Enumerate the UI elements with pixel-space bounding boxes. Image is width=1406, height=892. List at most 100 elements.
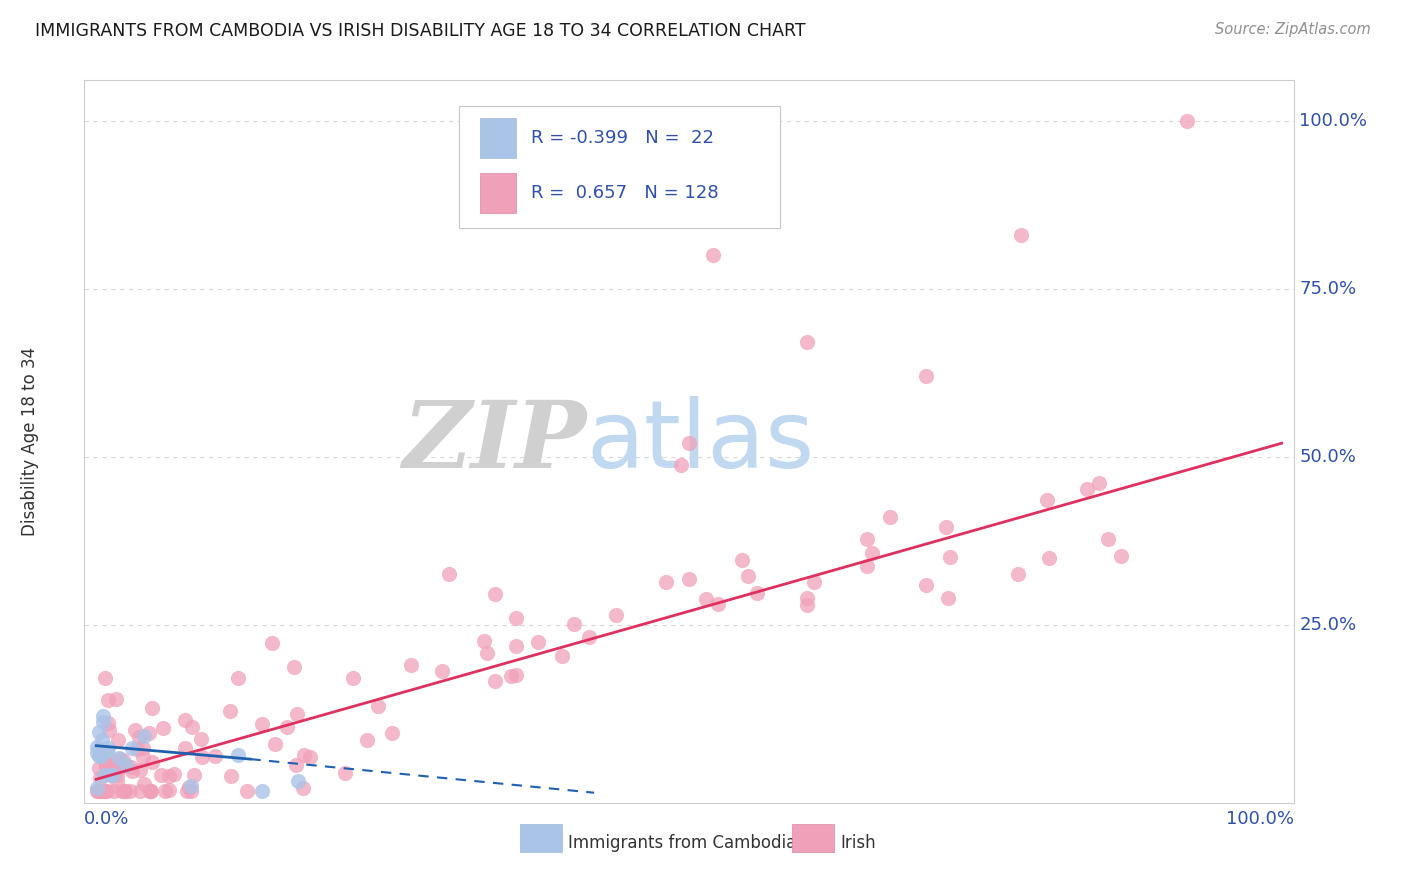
Point [139, 784, 162, 798]
Point [121, 764, 143, 778]
Point [96, 784, 118, 798]
Point [97, 716, 120, 731]
Point [367, 698, 389, 713]
Point [176, 784, 198, 798]
Text: Irish: Irish [841, 833, 876, 852]
Point [499, 668, 522, 682]
Point [399, 657, 422, 672]
Point [505, 611, 527, 625]
Point [87, 761, 110, 775]
Point [138, 726, 160, 740]
Point [97, 762, 120, 776]
Point [179, 780, 201, 794]
Point [218, 705, 240, 719]
Point [855, 532, 877, 546]
Point [91, 708, 114, 723]
Point [125, 742, 148, 756]
Point [107, 763, 129, 777]
Point [605, 608, 627, 623]
Point [86, 739, 108, 754]
FancyBboxPatch shape [520, 824, 562, 852]
Point [131, 740, 153, 755]
Point [292, 748, 315, 763]
Point [114, 784, 136, 798]
Point [108, 752, 131, 766]
Point [163, 767, 186, 781]
Point [204, 749, 226, 764]
Point [333, 765, 356, 780]
Point [1076, 482, 1098, 496]
Point [796, 599, 818, 613]
Point [87, 784, 110, 798]
Text: Source: ZipAtlas.com: Source: ZipAtlas.com [1215, 22, 1371, 37]
Text: 0.0%: 0.0% [84, 810, 129, 828]
Point [796, 335, 818, 350]
Point [562, 617, 585, 632]
Point [236, 784, 259, 798]
Point [157, 769, 180, 783]
FancyBboxPatch shape [479, 118, 516, 158]
Point [678, 436, 700, 450]
Point [1175, 113, 1198, 128]
Text: 25.0%: 25.0% [1299, 615, 1357, 633]
Point [90, 733, 112, 747]
Point [128, 784, 150, 798]
Point [173, 740, 195, 755]
Point [283, 660, 305, 674]
Point [103, 784, 125, 798]
Point [96, 759, 118, 773]
Point [98, 756, 121, 771]
Point [132, 750, 155, 764]
Point [219, 769, 242, 783]
Point [105, 768, 128, 782]
Point [120, 760, 142, 774]
Point [678, 573, 700, 587]
Point [356, 733, 378, 747]
Point [86, 780, 108, 795]
Point [526, 635, 548, 649]
Point [152, 721, 174, 735]
Text: 100.0%: 100.0% [1226, 810, 1294, 828]
Point [287, 773, 309, 788]
Text: Immigrants from Cambodia: Immigrants from Cambodia [568, 833, 796, 852]
Point [285, 757, 308, 772]
Point [702, 248, 724, 262]
Point [180, 784, 202, 798]
Point [190, 731, 212, 746]
Point [935, 520, 957, 534]
Point [938, 549, 960, 564]
FancyBboxPatch shape [460, 105, 780, 228]
Point [505, 639, 527, 653]
Point [97, 741, 120, 756]
Point [803, 574, 825, 589]
Point [252, 716, 274, 731]
Point [484, 674, 506, 689]
Point [153, 784, 176, 798]
Point [430, 665, 453, 679]
Point [475, 647, 498, 661]
Point [228, 747, 250, 762]
Point [91, 784, 114, 798]
Text: R = -0.399   N =  22: R = -0.399 N = 22 [530, 128, 713, 147]
Point [94, 784, 117, 798]
Point [578, 630, 600, 644]
Point [292, 780, 315, 795]
Text: 100.0%: 100.0% [1299, 112, 1368, 129]
Point [111, 784, 134, 798]
Point [157, 783, 180, 797]
Point [100, 768, 122, 782]
Point [104, 757, 127, 772]
Text: Disability Age 18 to 34: Disability Age 18 to 34 [21, 347, 39, 536]
Point [1035, 492, 1057, 507]
Point [250, 784, 273, 798]
Point [1007, 567, 1029, 582]
Point [86, 746, 108, 760]
FancyBboxPatch shape [792, 824, 834, 852]
Point [183, 768, 205, 782]
Point [97, 693, 120, 707]
Point [669, 458, 692, 472]
Point [90, 749, 112, 764]
Text: 50.0%: 50.0% [1299, 448, 1357, 466]
Point [505, 668, 527, 682]
Point [299, 750, 322, 764]
